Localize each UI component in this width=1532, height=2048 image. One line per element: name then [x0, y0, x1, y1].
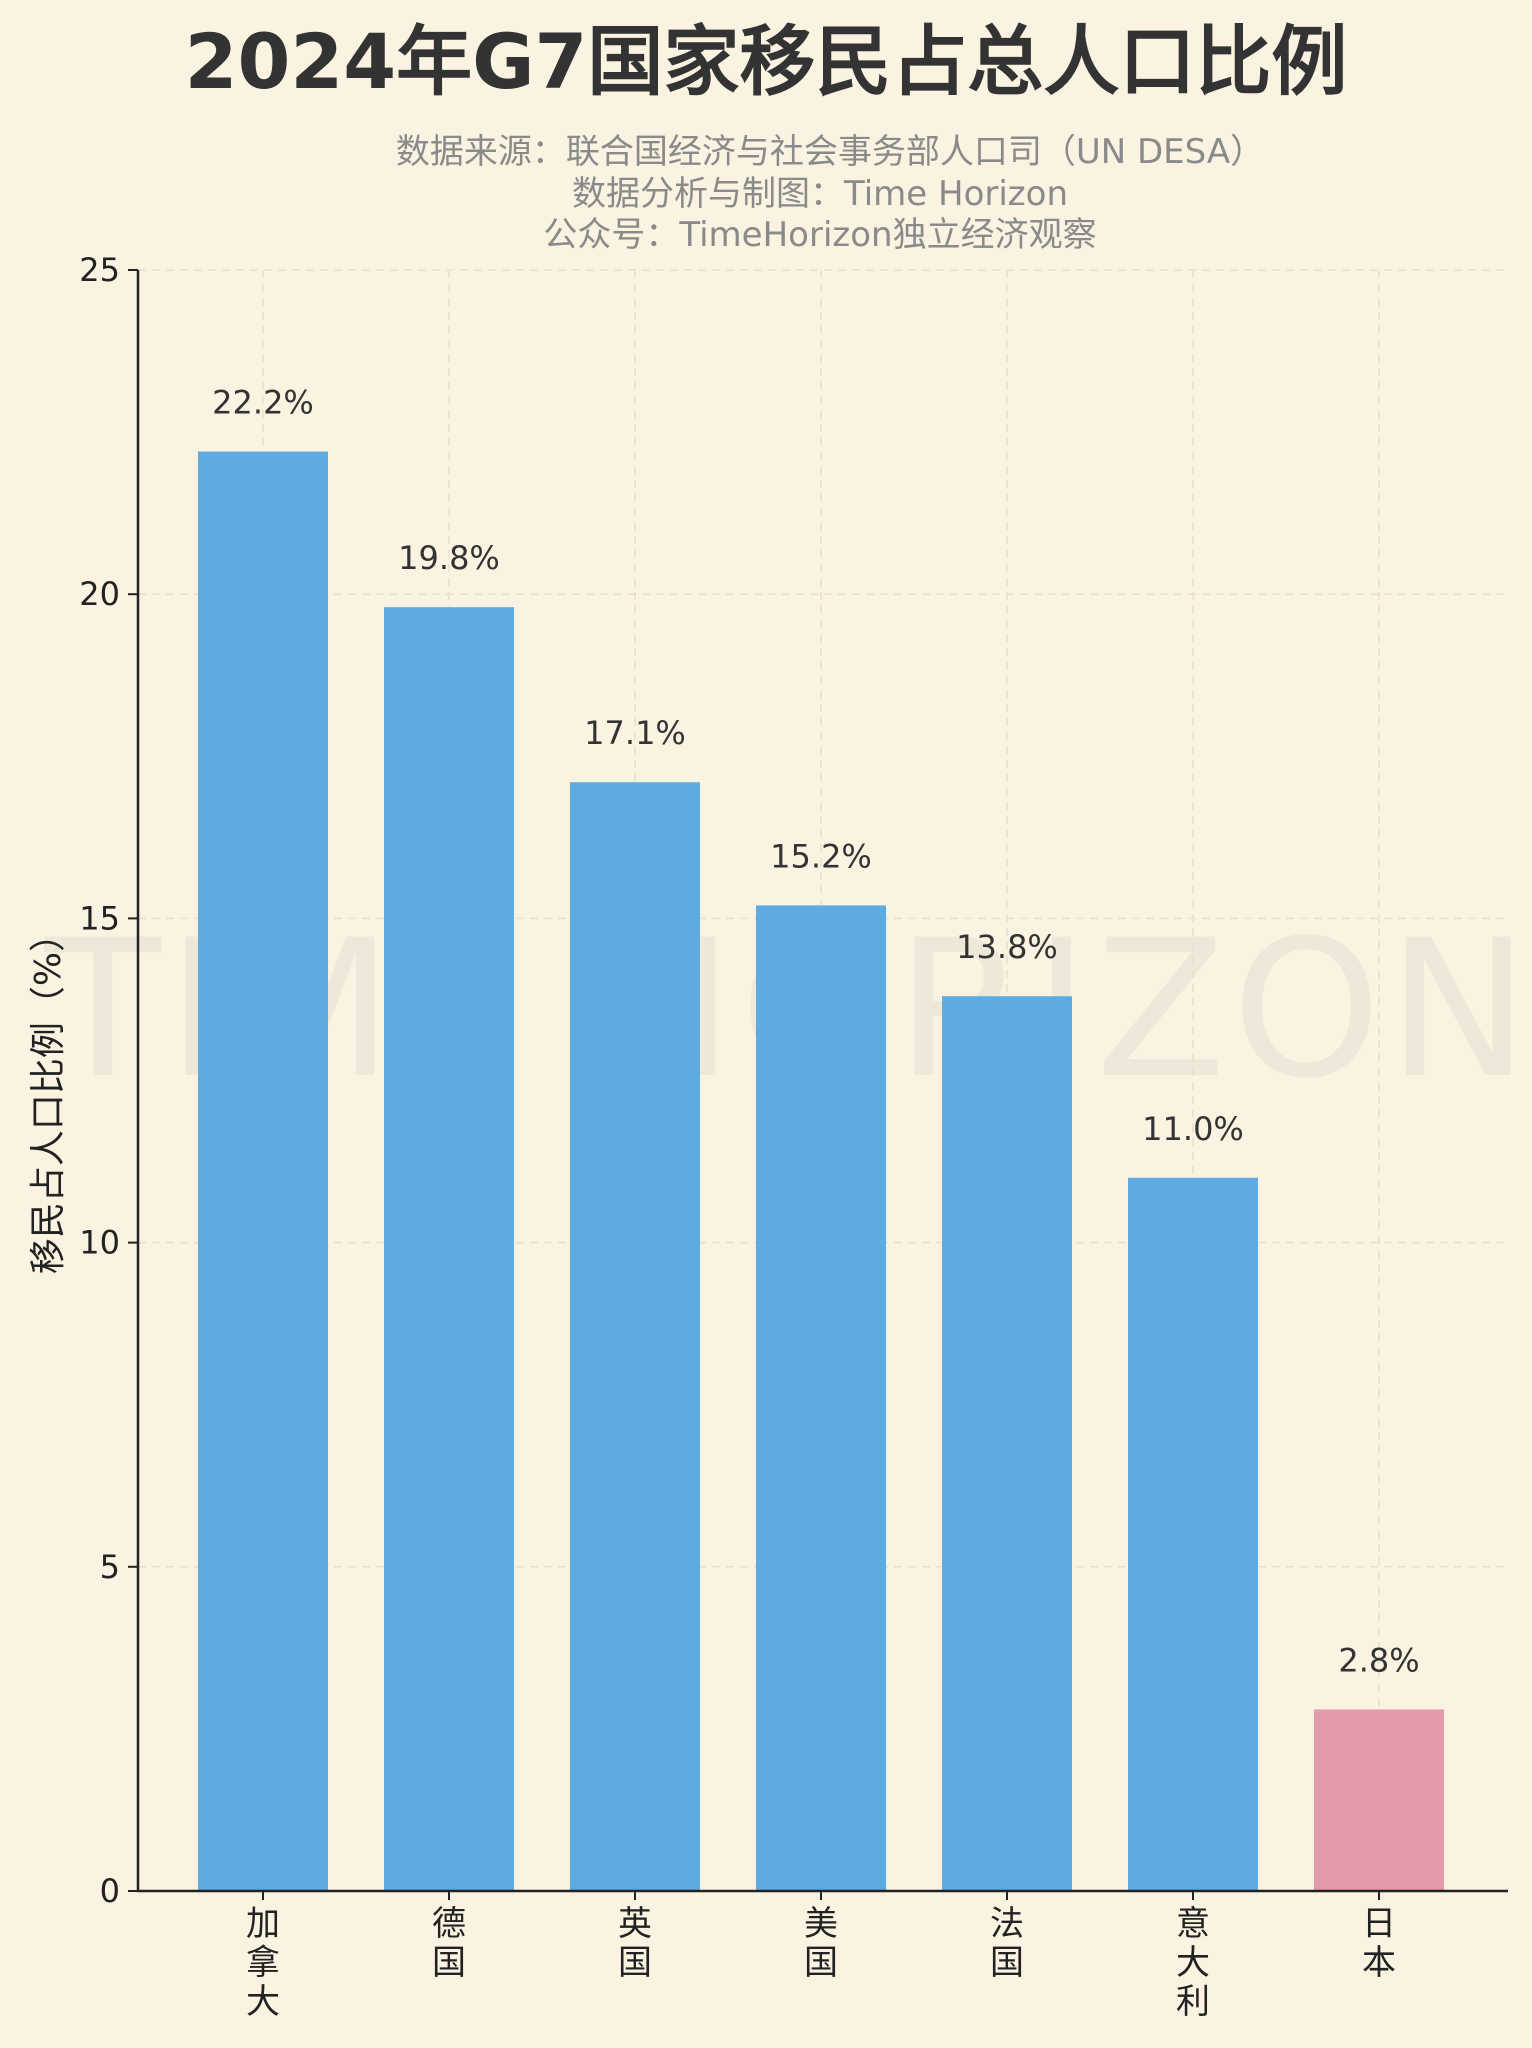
bar-7	[1314, 1709, 1444, 1891]
bar-6	[1128, 1177, 1258, 1891]
chart-subtitle-account: 公众号：TimeHorizon独立经济观察	[543, 215, 1096, 255]
bar-1	[198, 451, 328, 1891]
y-tick-label: 10	[79, 1224, 120, 1262]
data-labels-group: 22.2% 加拿大 19.8% 德国 17.1% 英国 15.2% 美国 13.8% 法国 11.0…	[212, 384, 1419, 2022]
data-label: 13.8%	[956, 928, 1058, 966]
data-label: 2.8%	[1338, 1641, 1419, 1679]
y-tick-label: 15	[79, 899, 120, 937]
bar-4	[756, 905, 886, 1891]
y-tick-label: 0	[100, 1872, 120, 1910]
x-tick-label: 日本	[1362, 1904, 1396, 1983]
y-tick-label: 25	[79, 251, 120, 289]
x-tick-label: 英国	[618, 1904, 652, 1983]
x-tick-label: 加拿大	[246, 1904, 280, 2022]
data-label: 15.2%	[770, 837, 872, 875]
x-tick-label: 法国	[990, 1904, 1024, 1983]
y-tick-label: 5	[100, 1548, 120, 1586]
bar-3	[570, 782, 700, 1891]
data-label: 19.8%	[398, 539, 500, 577]
data-label: 11.0%	[1142, 1110, 1244, 1148]
bars-group	[198, 451, 1444, 1892]
chart-title: 2024年G7国家移民占总人口比例	[185, 17, 1348, 106]
y-tick-label: 20	[79, 575, 120, 613]
data-label: 22.2%	[212, 384, 314, 422]
bar-2	[384, 607, 514, 1892]
x-tick-label: 意大利	[1176, 1904, 1210, 2022]
x-tick-label: 德国	[432, 1904, 466, 1983]
data-label: 17.1%	[584, 714, 686, 752]
axes-group: 0 5 10 15 20 25	[79, 251, 1508, 1910]
chart-subtitle-author: 数据分析与制图：Time Horizon	[572, 174, 1068, 214]
bar-5	[942, 996, 1072, 1891]
x-tick-label: 美国	[804, 1904, 838, 1983]
y-axis-label: 移民占人口比例（%）	[28, 916, 69, 1274]
chart-subtitle-source: 数据来源：联合国经济与社会事务部人口司（UN DESA）	[396, 132, 1264, 172]
